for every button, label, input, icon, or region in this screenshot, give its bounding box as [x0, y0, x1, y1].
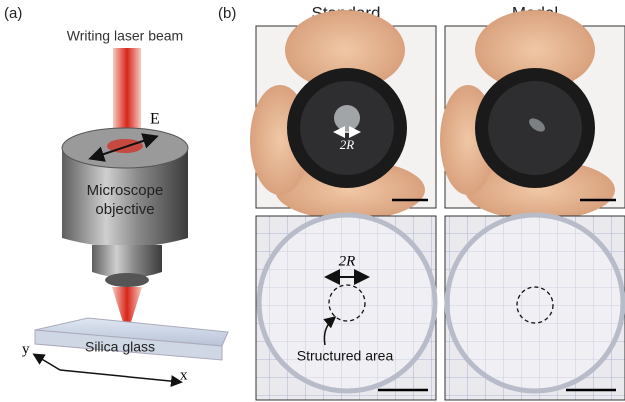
panel-label: (b)	[218, 5, 236, 22]
photo-standard-glass: 2R Structured area	[255, 212, 438, 401]
photo-modal-lens	[440, 10, 625, 220]
objective-nose	[92, 245, 162, 278]
axis-y-arrow	[32, 353, 61, 371]
panel-label: (a)	[4, 5, 22, 22]
radius-label: 2R	[340, 137, 355, 152]
photo-modal-glass	[444, 212, 625, 401]
photo-standard-lens: 2R	[250, 10, 437, 220]
axis-y-label: y	[22, 341, 30, 357]
area-label: Structured area	[297, 348, 394, 364]
panel-a: (a) Writing laser beam E Microscope obje…	[4, 5, 229, 388]
laser-beam	[113, 48, 141, 143]
sample-label: Silica glass	[85, 339, 155, 355]
objective-label: Microscope	[87, 182, 164, 199]
objective-label: objective	[95, 201, 154, 218]
beam-label: Writing laser beam	[67, 28, 183, 44]
panel-b: (b) Standard Modal 2R	[218, 3, 625, 401]
objective-body	[62, 148, 188, 247]
axis-x-label: x	[180, 367, 188, 383]
focused-beam	[112, 287, 142, 335]
field-label: E	[150, 111, 160, 128]
polarization-arrow	[88, 133, 159, 162]
radius-label: 2R	[339, 253, 356, 269]
glass-side	[34, 329, 223, 361]
objective-tip	[105, 273, 149, 287]
axis-x-arrow	[59, 369, 183, 388]
